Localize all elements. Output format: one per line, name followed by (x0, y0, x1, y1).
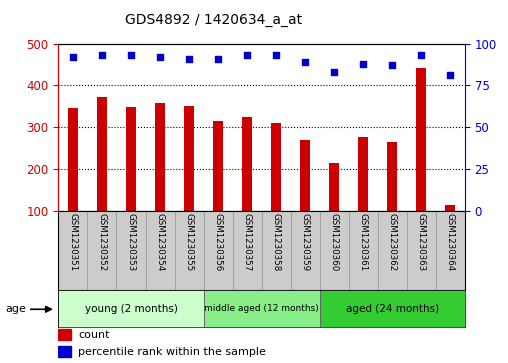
Bar (58, 329, 71, 340)
Point (214, 56, 222, 61)
Text: count: count (78, 330, 110, 339)
Text: GSM1230356: GSM1230356 (213, 213, 223, 271)
Text: percentile rank within the sample: percentile rank within the sample (78, 347, 266, 356)
Bar (387, 142, 397, 211)
Point (69, 54, 77, 60)
Point (330, 69, 338, 75)
Bar (97, 97, 107, 211)
Bar (204, 290, 320, 327)
Text: GSM1230363: GSM1230363 (417, 213, 426, 271)
Text: GSM1230355: GSM1230355 (184, 213, 194, 271)
Point (417, 52, 425, 58)
Bar (300, 140, 310, 211)
Bar (242, 117, 252, 211)
Text: GSM1230360: GSM1230360 (330, 213, 339, 271)
Text: GDS4892 / 1420634_a_at: GDS4892 / 1420634_a_at (125, 13, 302, 27)
Bar (416, 68, 426, 211)
Bar (329, 163, 339, 211)
Bar (155, 103, 165, 211)
Text: GSM1230361: GSM1230361 (359, 213, 368, 271)
Text: GSM1230358: GSM1230358 (272, 213, 280, 271)
Text: GSM1230352: GSM1230352 (98, 213, 107, 271)
Bar (68, 108, 78, 211)
Text: aged (24 months): aged (24 months) (345, 303, 439, 314)
Text: young (2 months): young (2 months) (84, 303, 177, 314)
Bar (271, 123, 281, 211)
Point (359, 61, 367, 66)
Text: GSM1230353: GSM1230353 (126, 213, 136, 271)
Point (185, 56, 193, 61)
Text: age: age (5, 304, 26, 314)
Text: GSM1230354: GSM1230354 (155, 213, 165, 271)
Point (127, 52, 135, 58)
Point (388, 62, 396, 68)
Bar (184, 106, 194, 211)
Bar (320, 290, 465, 327)
Bar (445, 205, 455, 211)
Text: GSM1230351: GSM1230351 (69, 213, 77, 271)
Bar (358, 137, 368, 211)
Text: middle aged (12 months): middle aged (12 months) (204, 304, 319, 313)
Text: GSM1230359: GSM1230359 (301, 213, 310, 271)
Point (446, 72, 454, 78)
Text: GSM1230357: GSM1230357 (243, 213, 251, 271)
Bar (58, 290, 204, 327)
Point (272, 52, 280, 58)
Bar (58, 346, 71, 358)
Bar (213, 121, 223, 211)
Text: GSM1230362: GSM1230362 (388, 213, 397, 271)
Bar (126, 107, 136, 211)
Point (301, 59, 309, 65)
Text: GSM1230364: GSM1230364 (446, 213, 455, 271)
Point (156, 54, 164, 60)
Point (243, 52, 251, 58)
Point (98, 52, 106, 58)
